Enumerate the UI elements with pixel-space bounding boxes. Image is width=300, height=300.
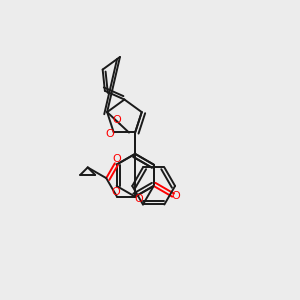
Text: O: O [106,129,115,139]
Text: O: O [111,187,120,197]
Text: O: O [112,154,121,164]
Text: O: O [113,115,122,125]
Text: O: O [172,191,180,201]
Text: O: O [134,194,143,204]
